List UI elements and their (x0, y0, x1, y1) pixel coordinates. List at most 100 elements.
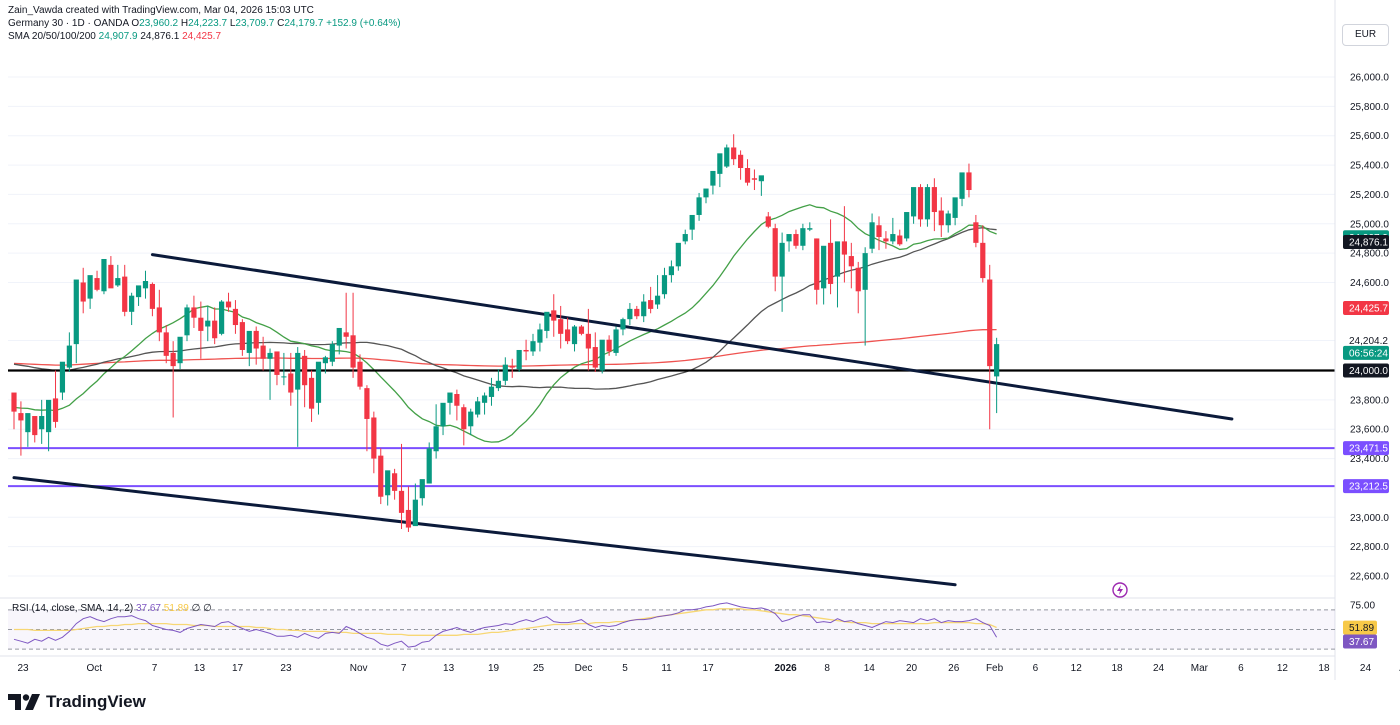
candle-body (447, 392, 453, 403)
candle-body (675, 242, 681, 267)
time-tick-label: 26 (948, 663, 960, 674)
price-tick-label: 23,600.0 (1350, 425, 1389, 436)
candle-body (329, 344, 335, 362)
price-label-bg (1343, 479, 1389, 494)
horizontal-lines (8, 369, 1335, 488)
candle-body (765, 216, 771, 227)
close-value: 24,179.7 (284, 18, 324, 29)
price-tick-label: 25,200.0 (1350, 190, 1389, 201)
rsi-legend: RSI (14, close, SMA, 14, 2) 37.67 51.89 … (12, 603, 212, 614)
trendline (150, 253, 1234, 421)
candle-body (101, 258, 107, 292)
candle-body (461, 407, 467, 430)
candle-body (772, 228, 778, 277)
candle-body (821, 245, 827, 289)
sma50-value: 24,876.1 (140, 31, 180, 42)
time-tick-label: 23 (17, 663, 29, 674)
candle-body (744, 168, 751, 183)
candle-body (274, 351, 280, 375)
price-tick-label: 22,600.0 (1350, 571, 1389, 582)
rsi-label-bg (1343, 634, 1377, 649)
candle-body (419, 479, 425, 499)
candle-body (731, 147, 737, 160)
candle-body (52, 398, 59, 422)
candle-body (841, 241, 847, 255)
candle-body (544, 311, 550, 331)
tradingview-logo-icon (8, 694, 40, 710)
chart-header: Zain_Vawda created with TradingView.com,… (8, 4, 401, 43)
candle-body (786, 234, 792, 242)
candle-body (696, 197, 702, 215)
candle-body (751, 178, 758, 180)
candle-body (343, 332, 349, 337)
low-value: 23,709.7 (235, 18, 275, 29)
candle-body (198, 317, 204, 331)
candle-body (205, 320, 211, 327)
candle-body (606, 339, 612, 352)
candle-body (18, 413, 24, 421)
time-tick-label: Nov (350, 663, 368, 674)
candle-body (122, 276, 128, 312)
candle-body (654, 295, 661, 305)
currency-button[interactable]: EUR (1342, 24, 1389, 46)
price-tick-label: 24,600.0 (1350, 278, 1389, 289)
trendlines (12, 253, 1234, 587)
candle-body (129, 295, 135, 312)
price-tick-label: 23,800.0 (1350, 395, 1389, 406)
candle-body (170, 352, 176, 367)
candle-body (848, 256, 854, 267)
price-chart[interactable]: 26,000.0 25,800.0 25,600.0 25,400.0 25,200.0… (0, 0, 1400, 690)
time-tick-label: 24 (1360, 663, 1372, 674)
trendline (12, 476, 957, 587)
rsi-label[interactable]: RSI (14, close, SMA, 14, 2) (12, 603, 134, 614)
candle-body (163, 332, 169, 356)
price-label-bg (1343, 441, 1389, 456)
open-label: O (131, 18, 140, 29)
candle-body (530, 341, 536, 352)
symbol-label[interactable]: Germany 30 · 1D · OANDA (8, 18, 129, 29)
candle-body (710, 170, 716, 186)
candle-body (32, 416, 38, 436)
candle-body (433, 426, 439, 452)
candle-body (897, 235, 903, 245)
time-tick-label: 17 (703, 663, 715, 674)
candle-body (315, 361, 322, 403)
candle-body (481, 395, 488, 403)
rsi-label-bg (1343, 620, 1377, 635)
time-tick-label: 11 (661, 663, 672, 674)
candle-body (800, 228, 806, 246)
price-label-level: 23,471.5 (1349, 444, 1388, 455)
open-value: 23,960.2 (139, 18, 179, 29)
time-tick-label: 24 (1153, 663, 1165, 674)
time-tick-label: 17 (232, 663, 244, 674)
time-tick-label: 23 (280, 663, 292, 674)
time-tick-label: Oct (86, 663, 102, 674)
candle-body (87, 275, 93, 299)
price-tick-label: 25,600.0 (1350, 131, 1389, 142)
candle-body (551, 310, 557, 321)
candle-body (184, 307, 190, 336)
sma20-value: 24,907.9 (98, 31, 138, 42)
price-label-bg (1343, 333, 1389, 348)
candle-body (641, 301, 647, 317)
candle-body (115, 278, 121, 286)
candle-body (599, 339, 605, 371)
rsi-value-label: 51.89 (1349, 623, 1374, 634)
candle-body (239, 322, 245, 350)
candle-body (724, 147, 730, 167)
candle-body (336, 327, 342, 346)
candle-body (502, 364, 508, 381)
candle-body (668, 266, 674, 276)
time-tick-label: 25 (533, 663, 545, 674)
price-tick-label: 25,000.0 (1350, 219, 1389, 230)
candle-body (308, 377, 315, 409)
sma-label[interactable]: SMA 20/50/100/200 (8, 31, 96, 42)
candle-body (938, 210, 944, 226)
alert-icon[interactable] (1112, 582, 1128, 598)
candle-body (516, 349, 522, 370)
price-tick-label: 22,800.0 (1350, 542, 1389, 553)
candle-body (440, 402, 446, 427)
rsi-band (8, 609, 1335, 650)
candle-body (869, 222, 875, 249)
sma-line: SMA 20/50/100/200 24,907.9 24,876.1 24,4… (8, 30, 401, 43)
